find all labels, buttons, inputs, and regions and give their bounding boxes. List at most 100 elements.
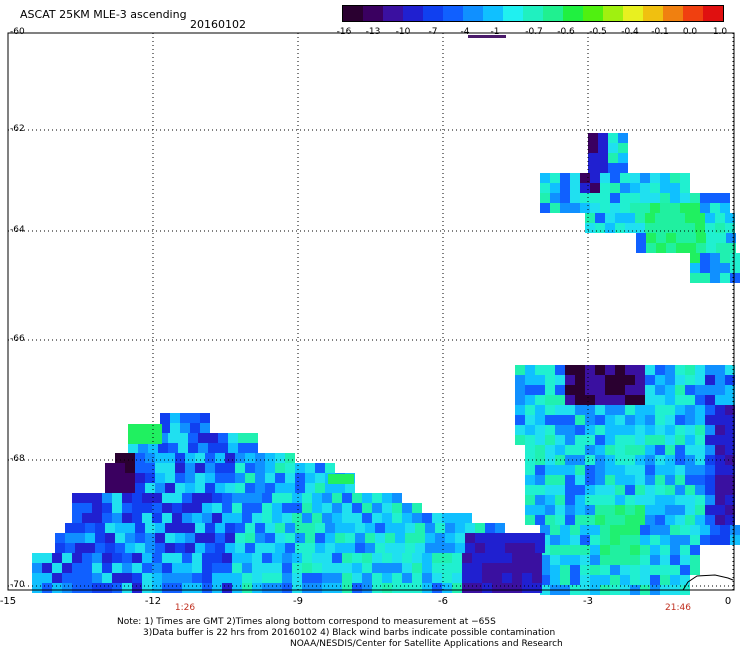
swath-cell (102, 563, 112, 573)
swath-cell (325, 533, 335, 543)
swath-cell (650, 535, 660, 545)
swath-cell (412, 563, 422, 573)
swath-cell (415, 523, 425, 533)
swath-cell (665, 455, 675, 465)
swath-cell (62, 563, 72, 573)
swath-cell (105, 473, 115, 483)
swath-cell (362, 513, 372, 523)
swath-cell (145, 463, 155, 473)
swath-cell (312, 583, 322, 593)
swath-cell (595, 495, 605, 505)
swath-cell (445, 533, 455, 543)
swath-cell (245, 543, 255, 553)
swath-cell (512, 583, 522, 593)
swath-cell (165, 533, 175, 543)
swath-cell (285, 463, 295, 473)
swath-cell (382, 513, 392, 523)
swath-cell (125, 533, 135, 543)
swath-cell (665, 445, 675, 455)
swath-cell (42, 553, 52, 563)
swath-cell (570, 535, 580, 545)
swath-cell (600, 203, 610, 213)
swath-cell (295, 533, 305, 543)
swath-cell (695, 385, 705, 395)
swath-cell (92, 563, 102, 573)
swath-cell (172, 513, 182, 523)
swath-cell (545, 475, 555, 485)
swath-cell (92, 493, 102, 503)
swath-cell (148, 443, 158, 453)
swath-cell (610, 193, 620, 203)
swath-cell (565, 455, 575, 465)
swath-cell (545, 375, 555, 385)
swath-cell (525, 435, 535, 445)
swath-cell (92, 573, 102, 583)
swath-cell (605, 505, 615, 515)
swath-cell (595, 445, 605, 455)
swath-cell (292, 493, 302, 503)
swath-cell (238, 433, 248, 443)
swath-cell (205, 453, 215, 463)
swath-cell (635, 213, 645, 223)
latitude-label: -60 (10, 27, 25, 37)
swath-cell (315, 483, 325, 493)
swath-cell (650, 575, 660, 585)
swath-cell (372, 553, 382, 563)
swath-cell (315, 533, 325, 543)
swath-cell (170, 413, 180, 423)
swath-cell (535, 395, 545, 405)
swath-cell (322, 503, 332, 513)
swath-cell (152, 553, 162, 563)
swath-cell (485, 543, 495, 553)
swath-cell (212, 553, 222, 563)
swath-cell (262, 513, 272, 523)
map-date: 20160102 (190, 18, 246, 31)
swath-cell (525, 465, 535, 475)
swath-cell (595, 223, 605, 233)
swath-cell (650, 193, 660, 203)
swath-cell (342, 493, 352, 503)
swath-cell (475, 523, 485, 533)
swath-cell (580, 203, 590, 213)
swath-cell (705, 515, 715, 525)
swath-cell (560, 545, 570, 555)
swath-cell (102, 503, 112, 513)
swath-cell (102, 493, 112, 503)
swath-cell (608, 143, 618, 153)
swath-cell (590, 193, 600, 203)
swath-cell (212, 573, 222, 583)
swath-cell (395, 523, 405, 533)
swath-cell (272, 513, 282, 523)
swath-cell (432, 513, 442, 523)
swath-cell (580, 565, 590, 575)
swath-cell (620, 535, 630, 545)
swath-cell (292, 573, 302, 583)
swath-cell (322, 553, 332, 563)
swath-cell (670, 575, 680, 585)
swath-cell (690, 555, 700, 565)
swath-cell (405, 533, 415, 543)
swath-cell (275, 473, 285, 483)
swath-cell (522, 573, 532, 583)
swath-cell (590, 183, 600, 193)
swath-cell (580, 193, 590, 203)
swath-cell (585, 485, 595, 495)
swath-cell (645, 445, 655, 455)
swath-cell (272, 493, 282, 503)
swath-cell (355, 523, 365, 533)
swath-cell (122, 573, 132, 583)
swath-cell (665, 435, 675, 445)
swath-cell (726, 243, 736, 253)
swath-cell (265, 453, 275, 463)
swath-cell (675, 375, 685, 385)
swath-cell (650, 545, 660, 555)
swath-cell (700, 525, 710, 535)
swath-cell (182, 503, 192, 513)
swath-cell (195, 533, 205, 543)
swath-cell (212, 503, 222, 513)
swath-cell (695, 395, 705, 405)
swath-cell (415, 543, 425, 553)
swath-cell (615, 495, 625, 505)
swath-cell (600, 545, 610, 555)
swath-cell (222, 513, 232, 523)
